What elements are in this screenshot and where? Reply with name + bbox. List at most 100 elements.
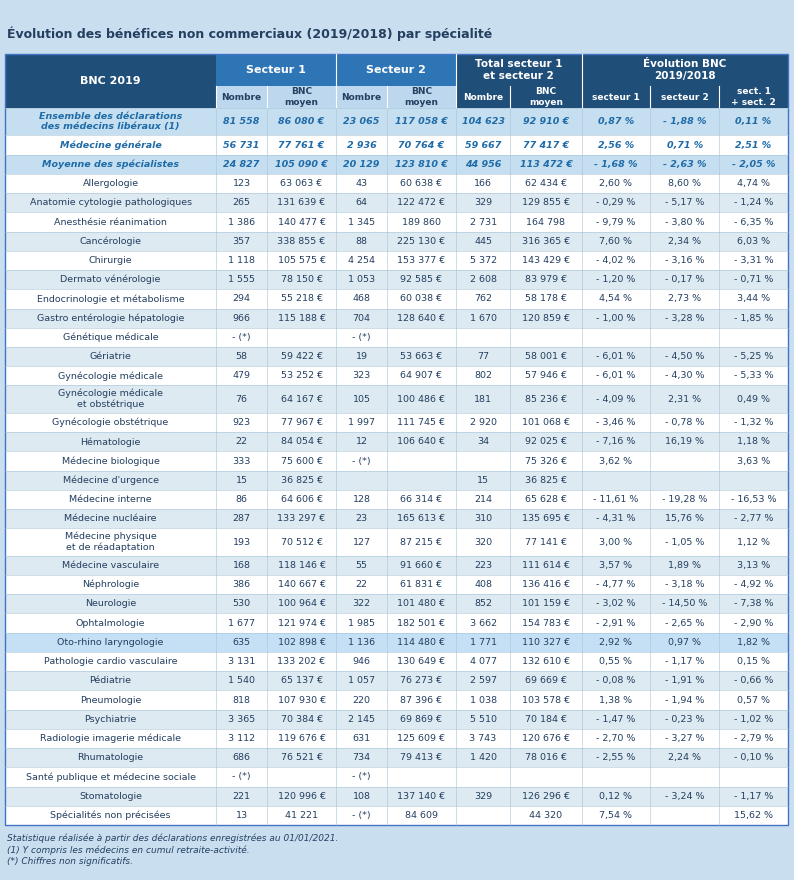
Text: 91 660 €: 91 660 € <box>400 561 442 570</box>
Text: Médecine d'urgence: Médecine d'urgence <box>63 475 159 485</box>
Text: 1 038: 1 038 <box>469 695 497 705</box>
Text: Médecine générale: Médecine générale <box>60 140 161 150</box>
Text: Médecine vasculaire: Médecine vasculaire <box>62 561 159 570</box>
Text: 79 413 €: 79 413 € <box>400 753 442 762</box>
Text: 65 628 €: 65 628 € <box>525 495 567 504</box>
Text: Médecine interne: Médecine interne <box>69 495 152 504</box>
Text: 24 827: 24 827 <box>223 160 260 169</box>
Text: 5 510: 5 510 <box>469 715 496 723</box>
Text: 0,55 %: 0,55 % <box>599 657 633 666</box>
Text: - 1,94 %: - 1,94 % <box>665 695 704 705</box>
Text: Allergologie: Allergologie <box>83 179 139 188</box>
Text: 55: 55 <box>356 561 368 570</box>
Text: - 0,66 %: - 0,66 % <box>734 676 773 686</box>
Text: 77: 77 <box>477 352 489 361</box>
Bar <box>5 748 788 767</box>
Text: 220: 220 <box>353 695 371 705</box>
Text: 802: 802 <box>474 371 492 380</box>
Bar <box>5 510 788 528</box>
Text: 58: 58 <box>236 352 248 361</box>
Text: 1 997: 1 997 <box>348 418 375 427</box>
Text: 762: 762 <box>474 295 492 304</box>
Text: 338 855 €: 338 855 € <box>277 237 326 246</box>
Text: 2 608: 2 608 <box>469 275 496 284</box>
Text: 77 761 €: 77 761 € <box>279 141 325 150</box>
Text: 53 663 €: 53 663 € <box>400 352 442 361</box>
Text: 181: 181 <box>474 395 492 404</box>
Text: 0,97 %: 0,97 % <box>669 638 701 647</box>
Text: - 2,55 %: - 2,55 % <box>596 753 636 762</box>
Text: BNC 2019: BNC 2019 <box>80 76 141 86</box>
Text: 118 146 €: 118 146 € <box>278 561 326 570</box>
Text: - 6,35 %: - 6,35 % <box>734 217 773 226</box>
Text: 76 521 €: 76 521 € <box>280 753 322 762</box>
Text: - 1,00 %: - 1,00 % <box>596 313 636 323</box>
Text: Neurologie: Neurologie <box>85 599 137 608</box>
Text: 0,49 %: 0,49 % <box>737 395 770 404</box>
Text: - (*): - (*) <box>233 773 251 781</box>
Text: - 0,08 %: - 0,08 % <box>596 676 636 686</box>
Text: Endocrinologie et métabolisme: Endocrinologie et métabolisme <box>37 294 184 304</box>
Text: 86: 86 <box>236 495 248 504</box>
Text: - 1,02 %: - 1,02 % <box>734 715 773 723</box>
Text: - (*): - (*) <box>353 810 371 820</box>
Text: Statistique réalisée à partir des déclarations enregistrées au 01/01/2021.: Statistique réalisée à partir des déclar… <box>7 833 338 842</box>
Text: 84 609: 84 609 <box>405 810 438 820</box>
Text: Gynécologie médicale: Gynécologie médicale <box>58 371 163 380</box>
Bar <box>5 366 788 385</box>
Text: Stomatologie: Stomatologie <box>79 792 142 801</box>
Text: 106 640 €: 106 640 € <box>398 437 445 446</box>
Text: - 5,25 %: - 5,25 % <box>734 352 773 361</box>
Text: 36 825 €: 36 825 € <box>525 476 567 485</box>
Text: Santé publique et médecine sociale: Santé publique et médecine sociale <box>25 772 195 781</box>
Text: Moyenne des spécialistes: Moyenne des spécialistes <box>42 159 179 169</box>
Text: 105 090 €: 105 090 € <box>276 160 328 169</box>
Text: 468: 468 <box>353 295 371 304</box>
Bar <box>5 594 788 613</box>
Bar <box>5 652 788 671</box>
Text: 2,34 %: 2,34 % <box>669 237 701 246</box>
Bar <box>456 54 581 86</box>
Text: 294: 294 <box>233 295 251 304</box>
Text: 3 365: 3 365 <box>228 715 256 723</box>
Bar <box>581 54 788 86</box>
Text: - 2,77 %: - 2,77 % <box>734 514 773 524</box>
Text: 852: 852 <box>474 599 492 608</box>
Text: - 6,01 %: - 6,01 % <box>596 352 636 361</box>
Text: 15: 15 <box>477 476 489 485</box>
Text: 631: 631 <box>353 734 371 743</box>
Text: 44 956: 44 956 <box>465 160 501 169</box>
Bar <box>5 806 788 825</box>
Text: 12: 12 <box>356 437 368 446</box>
Bar <box>5 212 788 231</box>
Text: 126 296 €: 126 296 € <box>522 792 570 801</box>
Text: 818: 818 <box>233 695 251 705</box>
Bar <box>5 385 788 413</box>
Text: 3,44 %: 3,44 % <box>737 295 770 304</box>
Text: 0,71 %: 0,71 % <box>667 141 703 150</box>
Text: 140 477 €: 140 477 € <box>278 217 326 226</box>
Text: 221: 221 <box>233 792 251 801</box>
Text: - 0,17 %: - 0,17 % <box>665 275 704 284</box>
Text: 1,82 %: 1,82 % <box>737 638 770 647</box>
Text: Secteur 1: Secteur 1 <box>246 65 306 75</box>
Text: 120 996 €: 120 996 € <box>278 792 326 801</box>
Text: 3,57 %: 3,57 % <box>599 561 633 570</box>
Text: 108: 108 <box>353 792 371 801</box>
Text: Gériatrie: Gériatrie <box>90 352 132 361</box>
Bar <box>5 290 788 309</box>
Text: 15: 15 <box>236 476 248 485</box>
Text: 15,62 %: 15,62 % <box>734 810 773 820</box>
Text: 137 140 €: 137 140 € <box>397 792 445 801</box>
Text: 78 016 €: 78 016 € <box>525 753 567 762</box>
Text: 1 118: 1 118 <box>228 256 255 265</box>
Text: 133 202 €: 133 202 € <box>277 657 326 666</box>
Text: 107 930 €: 107 930 € <box>278 695 326 705</box>
Text: - 4,92 %: - 4,92 % <box>734 580 773 589</box>
Text: Génétique médicale: Génétique médicale <box>63 333 158 342</box>
Text: 5 372: 5 372 <box>469 256 497 265</box>
Bar <box>581 86 650 108</box>
Text: (1) Y compris les médecins en cumul retraite-activité.: (1) Y compris les médecins en cumul retr… <box>7 845 249 854</box>
Bar <box>336 86 387 108</box>
Text: - 3,80 %: - 3,80 % <box>665 217 704 226</box>
